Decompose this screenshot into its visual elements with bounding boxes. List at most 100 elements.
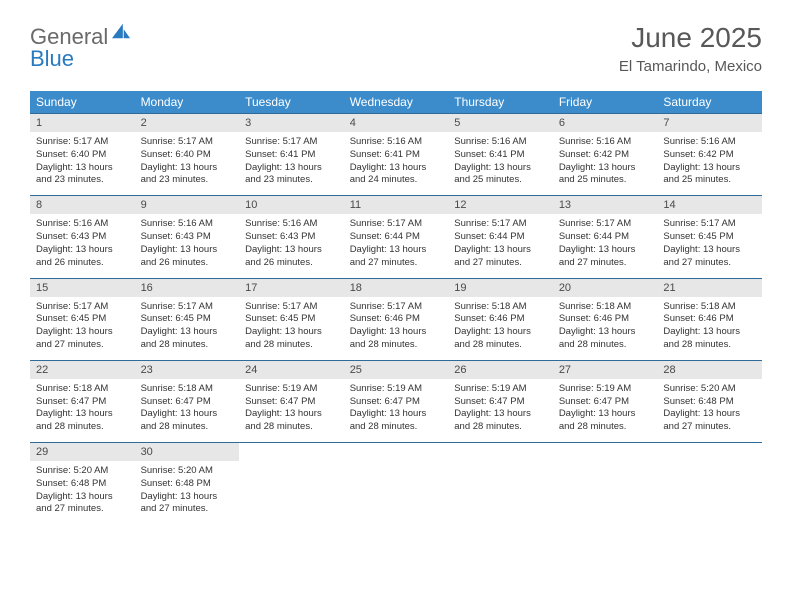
sunrise-line: Sunrise: 5:19 AM <box>454 383 547 396</box>
sunrise-line: Sunrise: 5:16 AM <box>36 218 129 231</box>
daylight-line1: Daylight: 13 hours <box>350 408 443 421</box>
sunrise-line: Sunrise: 5:16 AM <box>350 136 443 149</box>
daylight-line1: Daylight: 13 hours <box>245 244 338 257</box>
calendar-cell: 17Sunrise: 5:17 AMSunset: 6:45 PMDayligh… <box>239 278 344 360</box>
daylight-line2: and 25 minutes. <box>559 174 652 187</box>
calendar-head: SundayMondayTuesdayWednesdayThursdayFrid… <box>30 91 762 114</box>
daylight-line1: Daylight: 13 hours <box>141 162 234 175</box>
sunrise-line: Sunrise: 5:18 AM <box>141 383 234 396</box>
sunset-line: Sunset: 6:42 PM <box>559 149 652 162</box>
day-number: 23 <box>135 361 240 379</box>
day-number: 1 <box>30 114 135 132</box>
sunrise-line: Sunrise: 5:17 AM <box>663 218 756 231</box>
day-body: Sunrise: 5:17 AMSunset: 6:45 PMDaylight:… <box>239 297 344 360</box>
day-number: 14 <box>657 196 762 214</box>
day-body: Sunrise: 5:18 AMSunset: 6:47 PMDaylight:… <box>30 379 135 442</box>
day-body: Sunrise: 5:19 AMSunset: 6:47 PMDaylight:… <box>448 379 553 442</box>
sunrise-line: Sunrise: 5:17 AM <box>36 136 129 149</box>
sunrise-line: Sunrise: 5:17 AM <box>245 301 338 314</box>
daylight-line2: and 28 minutes. <box>36 421 129 434</box>
daylight-line1: Daylight: 13 hours <box>141 491 234 504</box>
daylight-line1: Daylight: 13 hours <box>454 162 547 175</box>
sunset-line: Sunset: 6:43 PM <box>36 231 129 244</box>
calendar-cell: . <box>344 443 449 525</box>
calendar-cell: 2Sunrise: 5:17 AMSunset: 6:40 PMDaylight… <box>135 114 240 196</box>
calendar-cell: . <box>239 443 344 525</box>
day-header-sunday: Sunday <box>30 91 135 114</box>
day-header-monday: Monday <box>135 91 240 114</box>
day-body: Sunrise: 5:18 AMSunset: 6:47 PMDaylight:… <box>135 379 240 442</box>
calendar-week: 22Sunrise: 5:18 AMSunset: 6:47 PMDayligh… <box>30 360 762 442</box>
daylight-line2: and 28 minutes. <box>350 339 443 352</box>
sunrise-line: Sunrise: 5:17 AM <box>141 136 234 149</box>
daylight-line2: and 27 minutes. <box>454 257 547 270</box>
daylight-line2: and 27 minutes. <box>36 339 129 352</box>
day-number: 26 <box>448 361 553 379</box>
calendar-cell: 1Sunrise: 5:17 AMSunset: 6:40 PMDaylight… <box>30 114 135 196</box>
calendar-cell: 12Sunrise: 5:17 AMSunset: 6:44 PMDayligh… <box>448 196 553 278</box>
day-body: Sunrise: 5:16 AMSunset: 6:41 PMDaylight:… <box>344 132 449 195</box>
day-body: Sunrise: 5:16 AMSunset: 6:41 PMDaylight:… <box>448 132 553 195</box>
day-body: Sunrise: 5:20 AMSunset: 6:48 PMDaylight:… <box>657 379 762 442</box>
sunrise-line: Sunrise: 5:17 AM <box>350 301 443 314</box>
calendar-cell: 28Sunrise: 5:20 AMSunset: 6:48 PMDayligh… <box>657 360 762 442</box>
sunrise-line: Sunrise: 5:18 AM <box>454 301 547 314</box>
page-subtitle: El Tamarindo, Mexico <box>619 58 762 75</box>
day-body: Sunrise: 5:20 AMSunset: 6:48 PMDaylight:… <box>30 461 135 524</box>
day-number: 3 <box>239 114 344 132</box>
sunrise-line: Sunrise: 5:16 AM <box>559 136 652 149</box>
calendar-body: 1Sunrise: 5:17 AMSunset: 6:40 PMDaylight… <box>30 114 762 525</box>
calendar-cell: 20Sunrise: 5:18 AMSunset: 6:46 PMDayligh… <box>553 278 658 360</box>
day-number: 21 <box>657 279 762 297</box>
day-number: 30 <box>135 443 240 461</box>
day-number: 28 <box>657 361 762 379</box>
page-header: General Blue June 2025 El Tamarindo, Mex… <box>30 22 762 75</box>
sunset-line: Sunset: 6:43 PM <box>141 231 234 244</box>
calendar-cell: 8Sunrise: 5:16 AMSunset: 6:43 PMDaylight… <box>30 196 135 278</box>
logo-text: General Blue <box>30 22 132 70</box>
calendar-cell: 3Sunrise: 5:17 AMSunset: 6:41 PMDaylight… <box>239 114 344 196</box>
sunrise-line: Sunrise: 5:17 AM <box>350 218 443 231</box>
calendar-cell: 7Sunrise: 5:16 AMSunset: 6:42 PMDaylight… <box>657 114 762 196</box>
sunset-line: Sunset: 6:44 PM <box>350 231 443 244</box>
daylight-line1: Daylight: 13 hours <box>36 162 129 175</box>
daylight-line1: Daylight: 13 hours <box>454 408 547 421</box>
daylight-line2: and 27 minutes. <box>350 257 443 270</box>
calendar-cell: 26Sunrise: 5:19 AMSunset: 6:47 PMDayligh… <box>448 360 553 442</box>
day-number: 24 <box>239 361 344 379</box>
sunset-line: Sunset: 6:41 PM <box>245 149 338 162</box>
daylight-line2: and 23 minutes. <box>141 174 234 187</box>
sunset-line: Sunset: 6:48 PM <box>36 478 129 491</box>
sunrise-line: Sunrise: 5:17 AM <box>245 136 338 149</box>
daylight-line1: Daylight: 13 hours <box>245 326 338 339</box>
calendar-cell: 9Sunrise: 5:16 AMSunset: 6:43 PMDaylight… <box>135 196 240 278</box>
sunset-line: Sunset: 6:47 PM <box>350 396 443 409</box>
sunrise-line: Sunrise: 5:16 AM <box>245 218 338 231</box>
day-header-thursday: Thursday <box>448 91 553 114</box>
daylight-line1: Daylight: 13 hours <box>454 244 547 257</box>
day-number: 10 <box>239 196 344 214</box>
daylight-line1: Daylight: 13 hours <box>663 244 756 257</box>
day-number: 19 <box>448 279 553 297</box>
sunset-line: Sunset: 6:45 PM <box>245 313 338 326</box>
calendar-cell: 18Sunrise: 5:17 AMSunset: 6:46 PMDayligh… <box>344 278 449 360</box>
day-number: 6 <box>553 114 658 132</box>
day-header-tuesday: Tuesday <box>239 91 344 114</box>
calendar-cell: 21Sunrise: 5:18 AMSunset: 6:46 PMDayligh… <box>657 278 762 360</box>
sunset-line: Sunset: 6:43 PM <box>245 231 338 244</box>
sunrise-line: Sunrise: 5:17 AM <box>141 301 234 314</box>
logo-word2: Blue <box>30 46 74 71</box>
calendar-cell: 16Sunrise: 5:17 AMSunset: 6:45 PMDayligh… <box>135 278 240 360</box>
calendar-cell: 19Sunrise: 5:18 AMSunset: 6:46 PMDayligh… <box>448 278 553 360</box>
daylight-line2: and 28 minutes. <box>141 421 234 434</box>
daylight-line1: Daylight: 13 hours <box>141 408 234 421</box>
calendar-cell: 11Sunrise: 5:17 AMSunset: 6:44 PMDayligh… <box>344 196 449 278</box>
daylight-line1: Daylight: 13 hours <box>559 244 652 257</box>
daylight-line2: and 27 minutes. <box>559 257 652 270</box>
sunset-line: Sunset: 6:45 PM <box>663 231 756 244</box>
day-body: Sunrise: 5:17 AMSunset: 6:45 PMDaylight:… <box>30 297 135 360</box>
daylight-line2: and 23 minutes. <box>245 174 338 187</box>
daylight-line1: Daylight: 13 hours <box>350 326 443 339</box>
day-number: 2 <box>135 114 240 132</box>
calendar-cell: 22Sunrise: 5:18 AMSunset: 6:47 PMDayligh… <box>30 360 135 442</box>
